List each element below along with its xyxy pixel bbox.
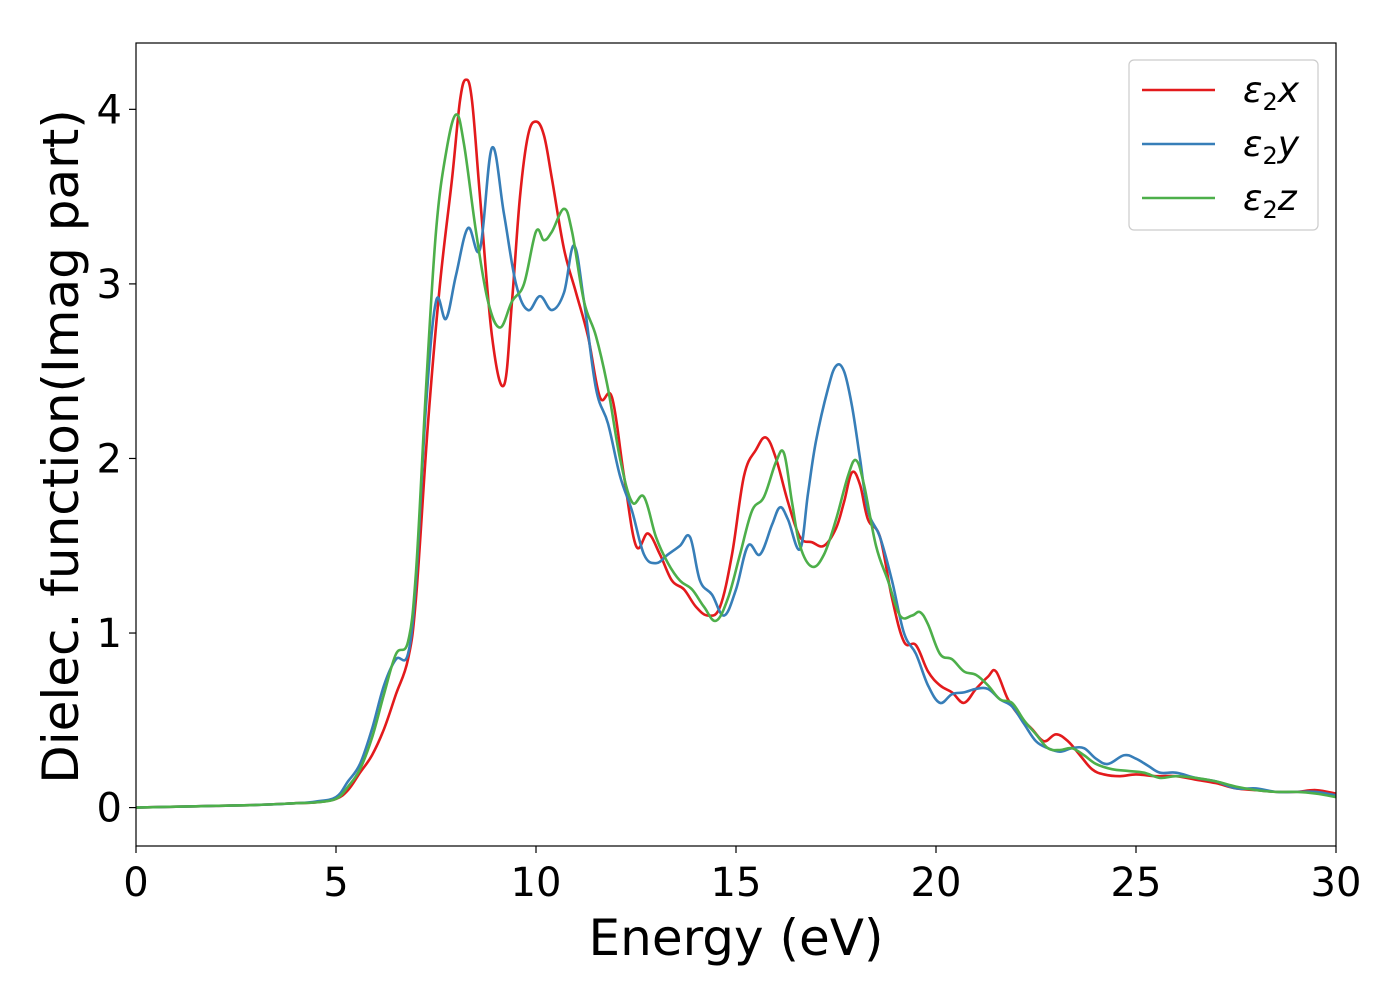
x-tick-label: 10 [511, 860, 562, 906]
legend-symbol: ε [1243, 124, 1262, 165]
y-tick-label: 4 [97, 87, 122, 133]
legend-symbol: ε [1243, 70, 1262, 111]
legend-label: ε2z [1243, 178, 1298, 224]
legend-subscript: 2 [1262, 142, 1277, 170]
legend-item-y: ε2y [1142, 124, 1300, 170]
legend-axis-letter: y [1277, 124, 1300, 165]
legend-box [1128, 59, 1319, 231]
x-tick-label: 0 [123, 860, 148, 906]
y-tick-label: 3 [97, 262, 122, 308]
legend-axis-letter: z [1277, 178, 1298, 219]
x-tick-label: 15 [711, 860, 762, 906]
series-line-z [136, 113, 1336, 809]
legend-label: ε2y [1243, 124, 1300, 170]
x-tick-label: 5 [323, 860, 348, 906]
x-tick-label: 25 [1111, 860, 1162, 906]
y-axis-title: Dielec. function(Imag part) [32, 109, 90, 784]
legend-subscript: 2 [1262, 88, 1277, 116]
legend-label: ε2x [1243, 70, 1300, 116]
x-axis-title: Energy (eV) [589, 909, 884, 967]
legend-axis-letter: x [1277, 70, 1300, 111]
series-line-x [136, 78, 1336, 809]
x-axis: 0 5 10 15 20 25 30 [123, 846, 1361, 906]
series-layer [136, 78, 1336, 809]
x-tick-label: 20 [911, 860, 962, 906]
y-tick-label: 0 [97, 786, 122, 832]
y-tick-label: 2 [97, 436, 122, 482]
series-line-y [136, 146, 1336, 809]
y-axis: 0 1 2 3 4 [97, 87, 136, 832]
legend-item-z: ε2z [1142, 178, 1298, 224]
legend-symbol: ε [1243, 178, 1262, 219]
y-tick-label: 1 [97, 611, 122, 657]
legend-item-x: ε2x [1142, 70, 1300, 116]
legend-subscript: 2 [1262, 196, 1277, 224]
x-tick-label: 30 [1311, 860, 1362, 906]
